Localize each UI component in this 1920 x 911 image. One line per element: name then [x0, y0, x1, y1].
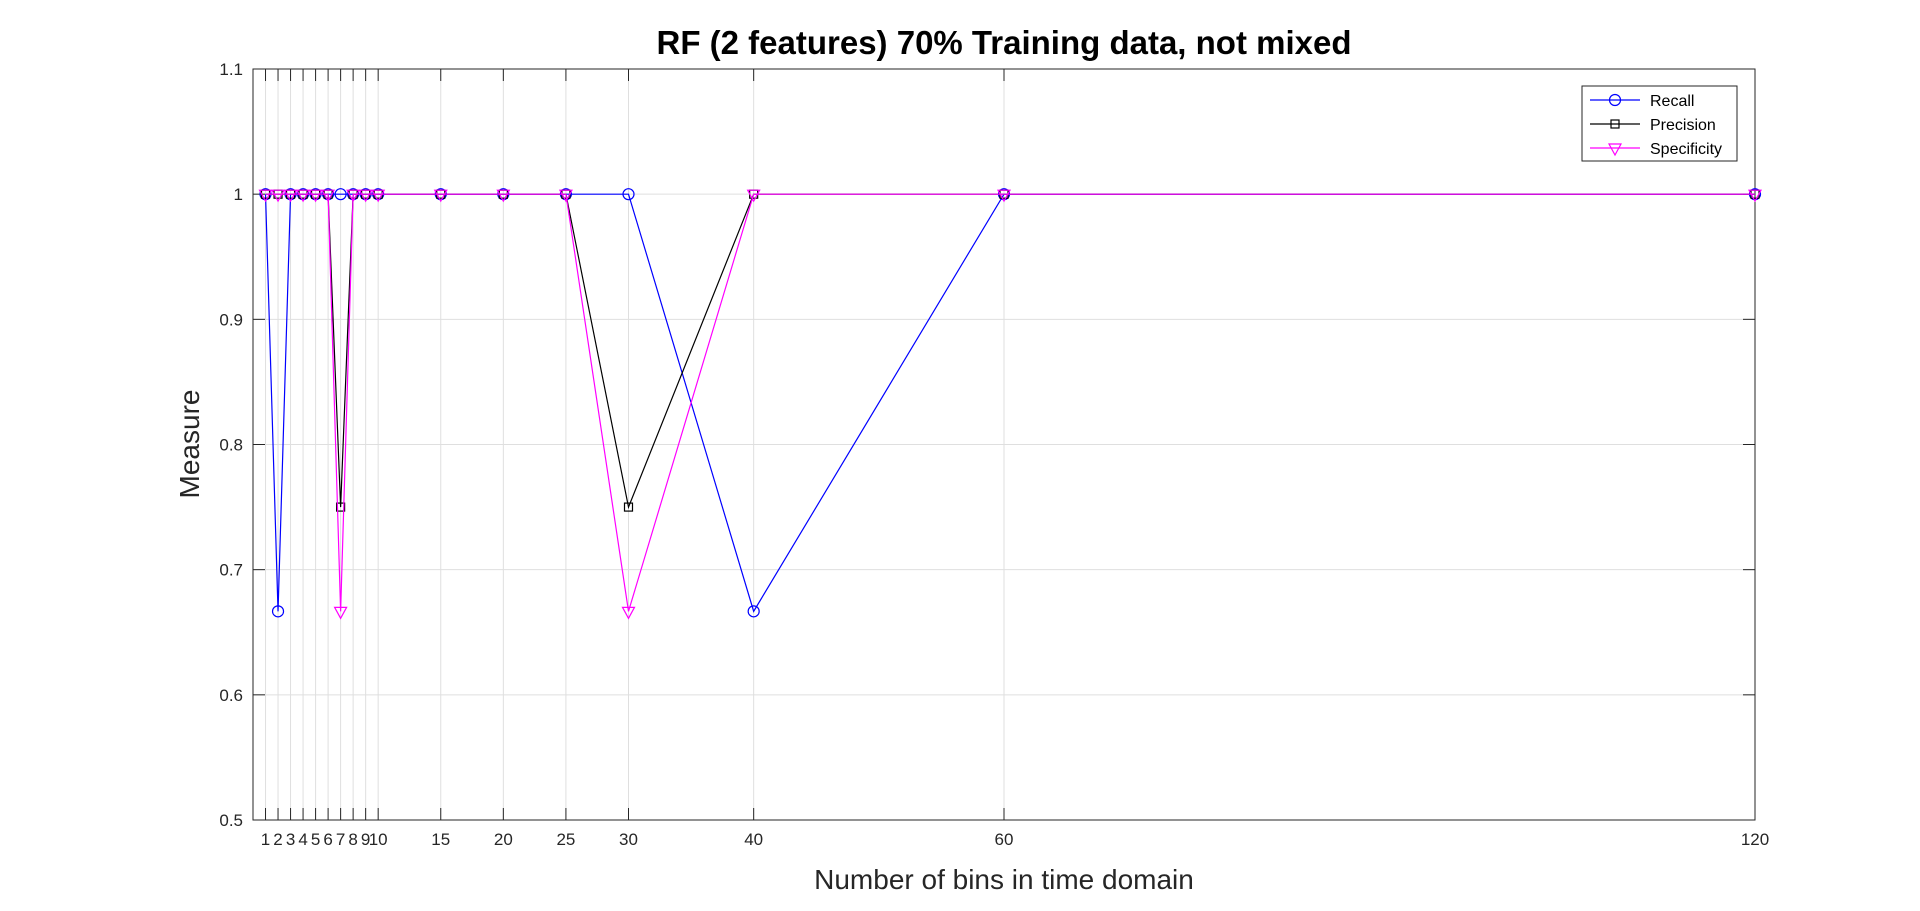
x-axis-label: Number of bins in time domain [814, 864, 1194, 895]
legend-label-recall: Recall [1650, 93, 1694, 110]
specificity-marker [333, 606, 348, 620]
y-tick-label: 1.1 [219, 60, 243, 79]
specificity-marker [558, 189, 573, 203]
legend-marker-precision [1610, 119, 1620, 129]
specificity-marker [271, 189, 286, 203]
specificity-marker [321, 189, 336, 203]
x-tick-label: 40 [744, 830, 763, 849]
chart-title: RF (2 features) 70% Training data, not m… [657, 24, 1352, 61]
x-tick-label: 60 [995, 830, 1014, 849]
specificity-marker [296, 189, 311, 203]
y-tick-label: 0.7 [219, 561, 243, 580]
x-tick-label: 30 [619, 830, 638, 849]
specificity-marker [1747, 189, 1763, 203]
x-tick-label: 7 [336, 830, 345, 849]
legend-marker-recall [1608, 93, 1622, 107]
x-tick-label: 120 [1741, 830, 1769, 849]
tick-labels: 0.50.60.70.80.911.11 2 3 4 5 6 7 8 910 15 20 25 30 40… [219, 60, 1769, 849]
specificity-series [258, 189, 1763, 620]
recall-marker [334, 188, 347, 201]
specificity-marker [621, 606, 636, 620]
x-tick-label: 6 [323, 830, 332, 849]
series [258, 188, 1763, 620]
recall-marker [747, 605, 760, 618]
recall-marker [622, 188, 635, 201]
specificity-marker [371, 189, 386, 203]
specificity-marker [308, 189, 323, 203]
y-tick-label: 0.8 [219, 436, 243, 455]
x-tick-label: 8 [348, 830, 357, 849]
y-axis-label: Measure [174, 390, 205, 499]
x-tick-label: 2 [273, 830, 282, 849]
specificity-marker [496, 189, 511, 203]
specificity-marker [283, 189, 298, 203]
legend: Recall Precision Specificity [1581, 85, 1738, 162]
x-tick-label: 3 [286, 830, 295, 849]
x-tick-label: 4 [298, 830, 307, 849]
legend-marker-specificity [1607, 143, 1623, 157]
specificity-marker [433, 189, 448, 203]
recall-marker [271, 605, 285, 618]
y-tick-label: 1 [234, 185, 243, 204]
x-tick-label: 1 [261, 830, 270, 849]
specificity-marker [258, 189, 273, 203]
x-tick-label: 25 [556, 830, 575, 849]
y-tick-label: 0.6 [219, 686, 243, 705]
specificity-marker [346, 189, 361, 203]
legend-label-precision: Precision [1650, 117, 1716, 134]
y-tick-label: 0.9 [219, 310, 243, 329]
x-tick-label: 20 [494, 830, 513, 849]
specificity-marker [746, 189, 761, 203]
legend-label-specificity: Specificity [1650, 141, 1722, 158]
precision-marker [336, 502, 346, 512]
x-tick-label: 15 [431, 830, 450, 849]
specificity-marker [358, 189, 373, 203]
specificity-marker [996, 189, 1012, 203]
plot-frame [252, 68, 1756, 821]
y-tick-label: 0.5 [219, 811, 243, 830]
x-tick-label: 9 [361, 830, 370, 849]
x-tick-label: 10 [369, 830, 388, 849]
x-tick-label: 5 [311, 830, 320, 849]
precision-marker [623, 502, 634, 512]
